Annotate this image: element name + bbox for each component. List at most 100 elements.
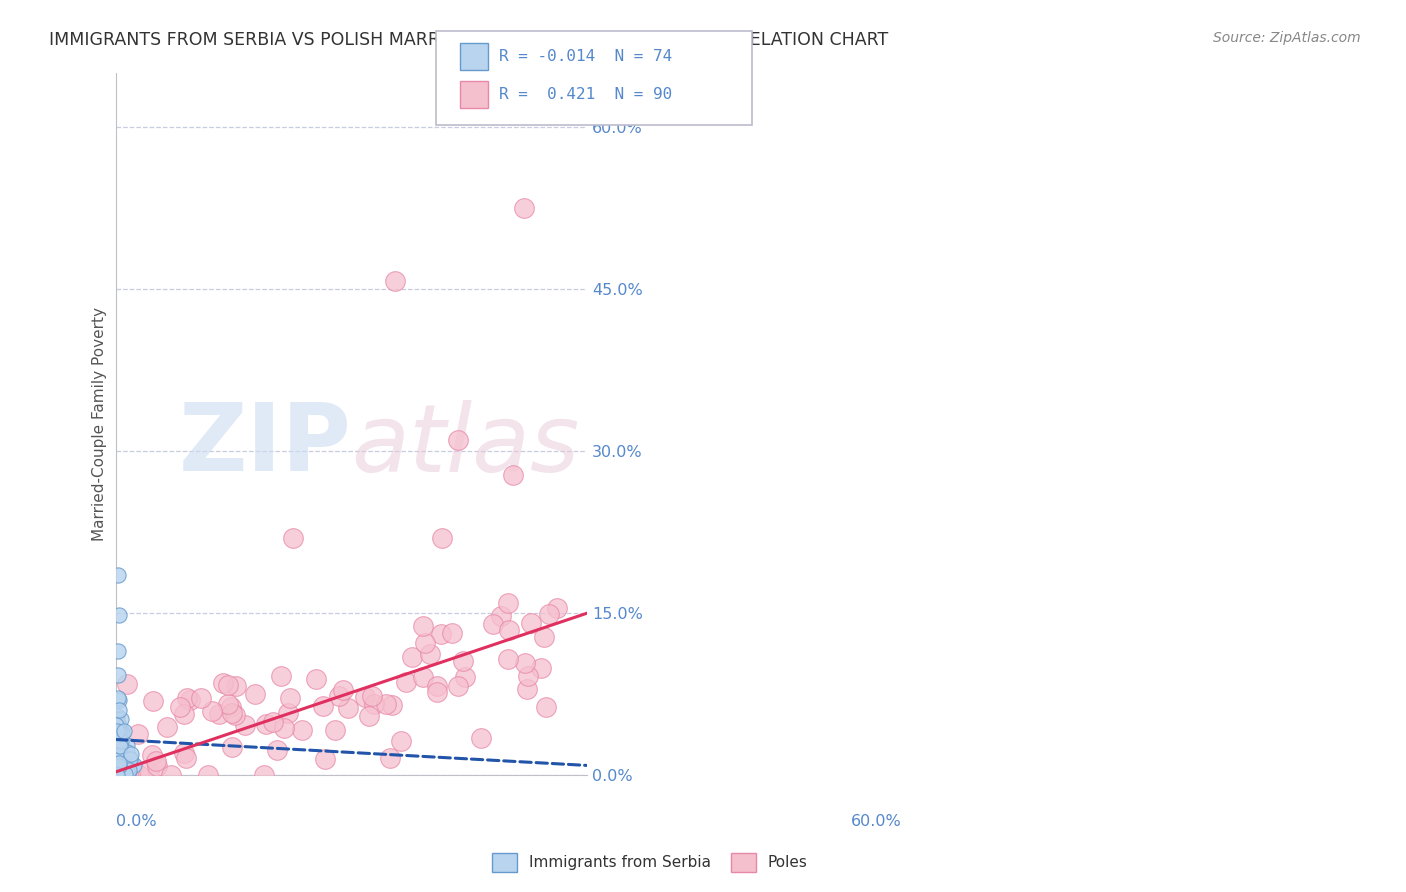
Point <box>546 601 568 615</box>
Text: atlas: atlas <box>352 400 579 491</box>
Point <box>104 712 127 726</box>
Point <box>107 715 129 730</box>
Point <box>146 759 169 773</box>
Point <box>108 747 131 761</box>
Text: R =  0.421  N = 90: R = 0.421 N = 90 <box>499 87 672 102</box>
Point <box>107 763 129 777</box>
Point <box>515 656 537 670</box>
Point <box>323 723 346 737</box>
Point <box>221 739 243 754</box>
Point <box>201 704 224 718</box>
Point <box>110 762 132 776</box>
Point <box>107 730 129 744</box>
Point <box>415 636 437 650</box>
Point <box>105 739 128 753</box>
Point <box>378 751 401 765</box>
Point <box>121 747 143 761</box>
Point <box>111 764 134 779</box>
Point <box>107 568 129 582</box>
Point <box>384 275 406 289</box>
Point <box>115 738 138 752</box>
Point <box>381 698 404 713</box>
Point <box>176 691 198 706</box>
Point <box>430 627 453 641</box>
Point <box>105 723 128 738</box>
Point <box>534 700 557 714</box>
Point <box>107 721 129 735</box>
Point <box>305 673 328 687</box>
Point <box>389 734 412 748</box>
Point <box>115 745 138 759</box>
Point <box>502 467 524 482</box>
Point <box>277 706 299 721</box>
Point <box>111 756 134 771</box>
Point <box>328 689 350 703</box>
Point <box>235 718 257 732</box>
Point <box>208 707 231 722</box>
Point <box>426 684 449 698</box>
Point <box>179 693 201 707</box>
Point <box>108 759 131 773</box>
Point <box>489 608 512 623</box>
Point <box>107 753 129 767</box>
Point <box>117 768 139 782</box>
Point <box>219 699 242 714</box>
Point <box>516 669 538 683</box>
Point <box>107 644 129 658</box>
Point <box>105 767 128 781</box>
Point <box>454 670 477 684</box>
Point <box>470 731 492 746</box>
Point <box>108 766 131 780</box>
Point <box>281 531 304 545</box>
Point <box>107 768 129 782</box>
Point <box>112 768 135 782</box>
Point <box>111 727 134 741</box>
Point <box>516 682 538 697</box>
Point <box>105 743 128 757</box>
Point <box>266 743 288 757</box>
Point <box>122 757 145 772</box>
Point <box>280 690 302 705</box>
Point <box>173 747 195 761</box>
Point <box>108 725 131 739</box>
Point <box>412 619 434 633</box>
Point <box>110 712 132 726</box>
Point <box>138 764 160 778</box>
Point <box>156 720 179 734</box>
Point <box>217 698 239 712</box>
Point <box>141 748 163 763</box>
Point <box>107 761 129 775</box>
Point <box>357 708 380 723</box>
Point <box>108 739 131 753</box>
Point <box>107 756 129 770</box>
Point <box>336 701 359 715</box>
Point <box>176 750 198 764</box>
Point <box>482 617 505 632</box>
Point <box>530 661 553 675</box>
Point <box>117 767 139 781</box>
Point <box>107 692 129 706</box>
Point <box>107 722 129 736</box>
Text: Immigrants from Serbia: Immigrants from Serbia <box>529 855 710 870</box>
Point <box>314 752 336 766</box>
Point <box>115 764 138 778</box>
Point <box>360 689 382 703</box>
Point <box>145 755 167 769</box>
Text: 60.0%: 60.0% <box>851 814 901 829</box>
Point <box>173 707 195 722</box>
Point <box>108 733 131 747</box>
Point <box>142 694 165 708</box>
Point <box>107 751 129 765</box>
Point <box>107 668 129 682</box>
Point <box>513 201 536 215</box>
Point <box>538 607 561 621</box>
Point <box>111 751 134 765</box>
Point <box>105 725 128 739</box>
Point <box>374 697 396 711</box>
Point <box>395 675 418 690</box>
Point <box>108 703 131 717</box>
Point <box>104 718 127 732</box>
Point <box>110 764 132 779</box>
Point <box>312 699 335 714</box>
Text: ZIP: ZIP <box>179 399 352 491</box>
